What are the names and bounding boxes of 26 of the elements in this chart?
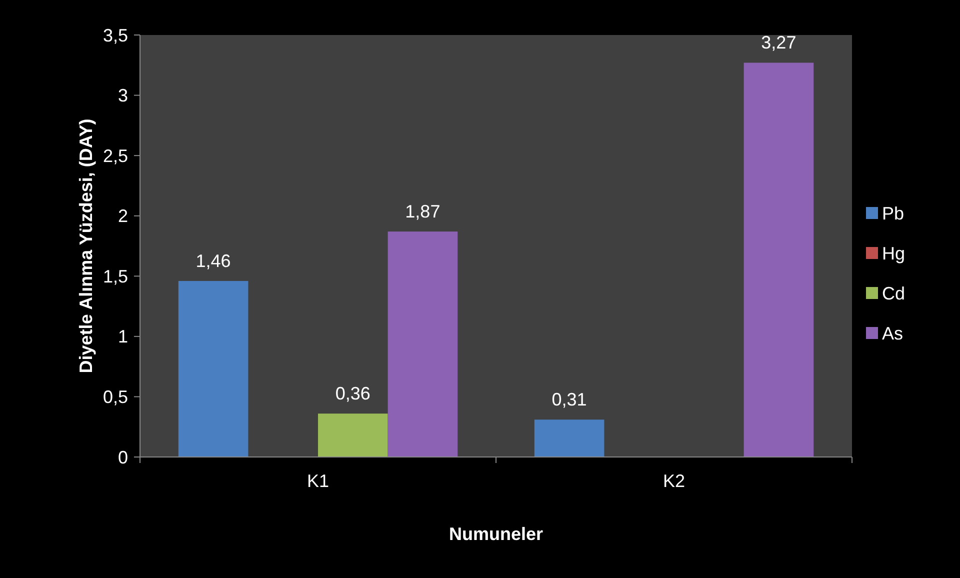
x-tick-label: K1 xyxy=(306,471,330,491)
legend-label: Cd xyxy=(882,283,906,304)
bar xyxy=(744,62,814,457)
x-axis-title: Numuneler xyxy=(448,524,544,544)
y-tick-label: 0 xyxy=(118,447,128,468)
data-label: 1,87 xyxy=(405,202,440,222)
bar xyxy=(534,420,604,457)
data-label: 0,36 xyxy=(335,384,370,404)
y-tick-label: 1 xyxy=(118,326,128,347)
data-label: 1,46 xyxy=(196,250,231,271)
bar xyxy=(388,232,458,457)
y-axis-title: Diyetle Alınma Yüzdesi, (DAY) xyxy=(76,118,96,374)
data-label: 0,31 xyxy=(552,390,587,410)
bar xyxy=(178,280,248,457)
legend-label: Pb xyxy=(882,203,904,224)
y-tick-label: 1,5 xyxy=(102,266,128,286)
legend-label: Hg xyxy=(882,243,906,264)
y-tick-label: 0,5 xyxy=(102,387,128,408)
bar xyxy=(318,414,388,457)
data-label: 3,27 xyxy=(761,32,796,53)
y-tick-label: 3 xyxy=(118,86,128,106)
legend-label: As xyxy=(882,323,904,344)
y-tick-label: 2,5 xyxy=(102,146,128,166)
y-tick-label: 3,5 xyxy=(102,25,128,46)
x-tick-label: K2 xyxy=(662,471,686,491)
y-tick-label: 2 xyxy=(118,206,128,226)
